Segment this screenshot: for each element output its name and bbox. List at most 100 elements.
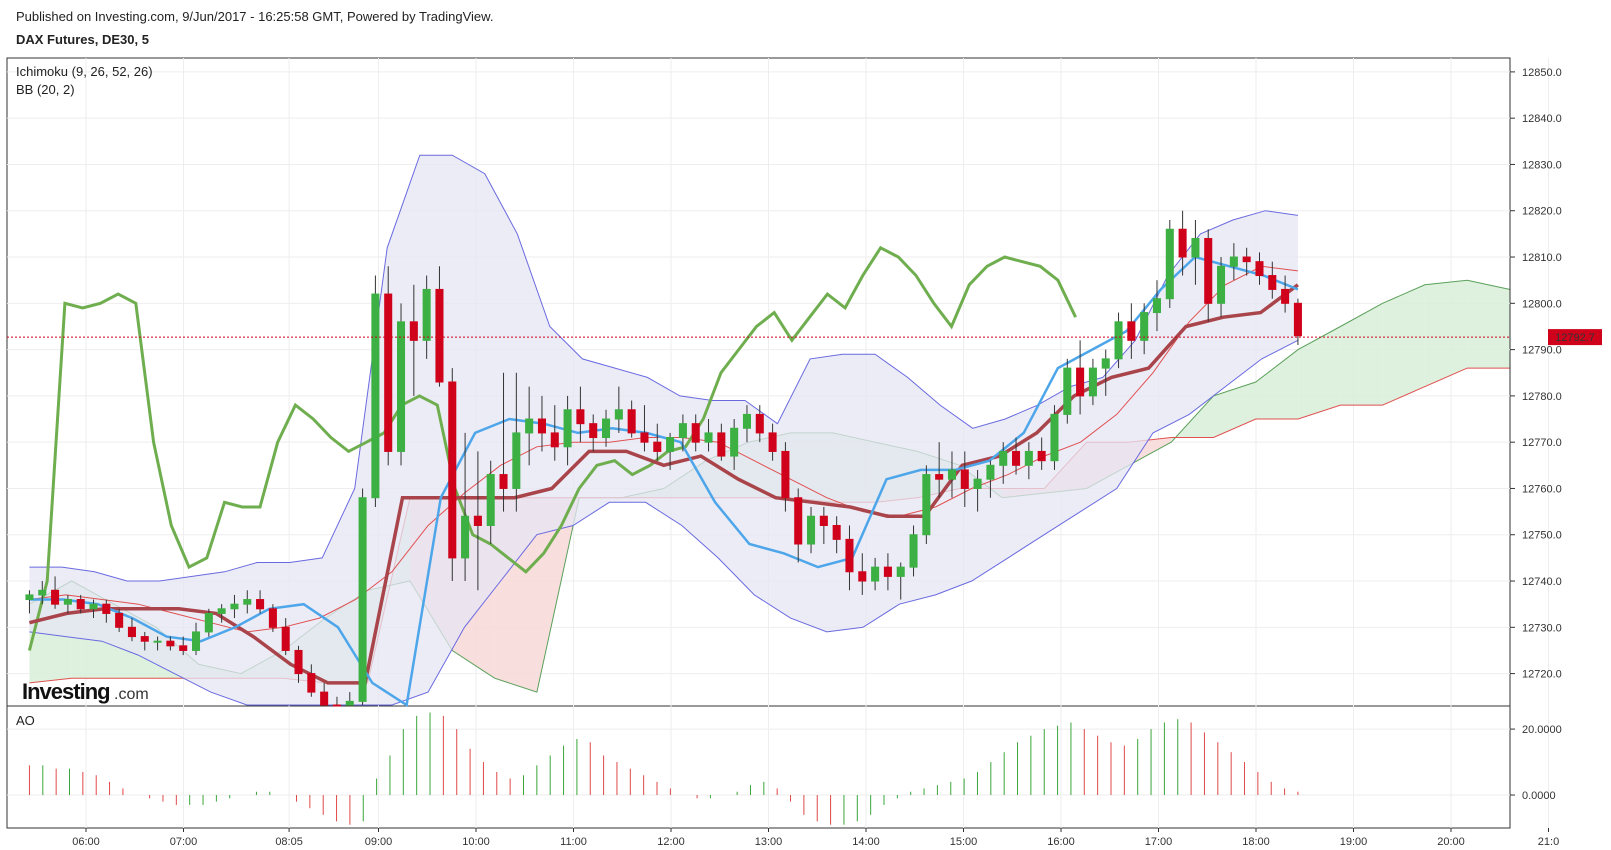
price-tick-label: 12750.0	[1522, 530, 1562, 542]
price-tick-label: 12780.0	[1522, 391, 1562, 403]
time-tick-label: 17:00	[1145, 836, 1173, 848]
candle-body	[140, 636, 149, 642]
candle-body	[307, 673, 316, 693]
candle-body	[781, 450, 790, 499]
candle-body	[768, 432, 777, 452]
candle-body	[230, 603, 239, 610]
logo-main: Investing	[22, 679, 110, 704]
price-tick-label: 12820.0	[1522, 206, 1562, 218]
candle-body	[1127, 321, 1136, 341]
last-price-label: 12792.7	[1555, 332, 1595, 344]
candle-body	[794, 497, 803, 545]
candle-body	[1088, 367, 1097, 397]
ao-tick-label: 20.0000	[1522, 724, 1562, 736]
candle-body	[422, 288, 431, 341]
candle-body	[1217, 265, 1226, 304]
candle-body	[268, 608, 277, 628]
candle-body	[461, 515, 470, 559]
candle-body	[1268, 275, 1277, 290]
candle-body	[115, 612, 124, 628]
candle-body	[127, 626, 136, 638]
bb-fill	[29, 155, 1298, 705]
candle-body	[1037, 450, 1046, 462]
time-tick-label: 08:05	[275, 836, 303, 848]
tenkan-sen	[29, 255, 1299, 708]
candle-body	[807, 515, 816, 545]
candle-body	[871, 566, 880, 582]
time-tick-label: 13:00	[755, 836, 783, 848]
candle-body	[1050, 413, 1059, 462]
candle-body	[1204, 238, 1213, 304]
candle-body	[602, 418, 611, 439]
time-tick-label: 15:00	[950, 836, 978, 848]
cloud-segment	[1255, 349, 1299, 420]
candle-body	[717, 432, 726, 457]
candle-body	[1152, 298, 1162, 314]
candle-body	[179, 645, 188, 651]
candle-body	[1076, 367, 1085, 397]
candle-body	[1178, 228, 1187, 258]
candle-body	[217, 608, 226, 614]
candle-body	[448, 381, 457, 559]
candle-body	[1140, 312, 1149, 341]
price-tick-label: 12740.0	[1522, 576, 1562, 588]
symbol-title: DAX Futures, DE30, 5	[16, 32, 149, 47]
candle-body	[204, 612, 213, 633]
price-tick-label: 12760.0	[1522, 483, 1562, 495]
candle-body	[1063, 367, 1072, 415]
candle-body	[102, 603, 111, 614]
candle-body	[666, 437, 675, 452]
candle-body	[435, 288, 444, 383]
price-tick-label: 12840.0	[1522, 113, 1562, 125]
time-tick-label: 19:00	[1340, 836, 1368, 848]
candle-body	[191, 631, 201, 651]
candles	[25, 210, 1302, 707]
candle-body	[537, 418, 546, 434]
time-tick-label: 07:00	[170, 836, 198, 848]
candle-body	[691, 423, 700, 443]
candle-body	[486, 474, 495, 526]
candle-body	[883, 566, 892, 577]
time-axis: 06:00 07:00 08:05 09:00 10:00 11:00 12:00 13:00…	[72, 828, 1559, 848]
candle-body	[614, 409, 623, 420]
cloud-segment	[1424, 280, 1468, 387]
candle-body	[858, 571, 867, 582]
candle-body	[896, 566, 905, 577]
candle-body	[1165, 228, 1174, 300]
candle-body	[358, 497, 367, 702]
cloud-segment	[1298, 326, 1341, 420]
investing-logo: Investing .com	[22, 679, 149, 704]
candle-body	[294, 649, 303, 675]
cloud-segment	[1467, 280, 1510, 369]
candle-body	[281, 626, 290, 651]
bollinger-bands	[29, 154, 1299, 706]
candle-body	[550, 432, 559, 448]
candle-body	[576, 409, 585, 425]
ao-axis: 20.0000 0.0000	[1510, 724, 1562, 802]
time-tick-label: 18:00	[1242, 836, 1270, 848]
bb-legend: BB (20, 2)	[16, 82, 75, 97]
time-tick-label: 14:00	[852, 836, 880, 848]
candle-body	[1242, 256, 1251, 263]
chart-frame	[6, 57, 1511, 829]
cloud-segment	[1340, 303, 1383, 406]
candle-body	[1101, 358, 1110, 369]
candle-body	[730, 427, 739, 457]
time-tick-label: 12:00	[657, 836, 685, 848]
candle-body	[922, 474, 931, 536]
candle-body	[1191, 238, 1200, 258]
candle-body	[384, 293, 393, 452]
ao-legend: AO	[16, 713, 35, 728]
logo-suffix: .com	[114, 686, 149, 703]
candle-body	[704, 432, 713, 443]
candle-body	[909, 534, 918, 568]
candle-body	[153, 640, 162, 643]
last-price-tag: 12792.7	[1548, 329, 1602, 346]
time-tick-label: 20:00	[1437, 836, 1465, 848]
price-tick-label: 12830.0	[1522, 159, 1562, 171]
ichimoku-lines	[27, 245, 1299, 708]
bb-lower	[29, 339, 1299, 706]
published-info: Published on Investing.com, 9/Jun/2017 -…	[16, 9, 494, 24]
candle-body	[396, 321, 406, 452]
